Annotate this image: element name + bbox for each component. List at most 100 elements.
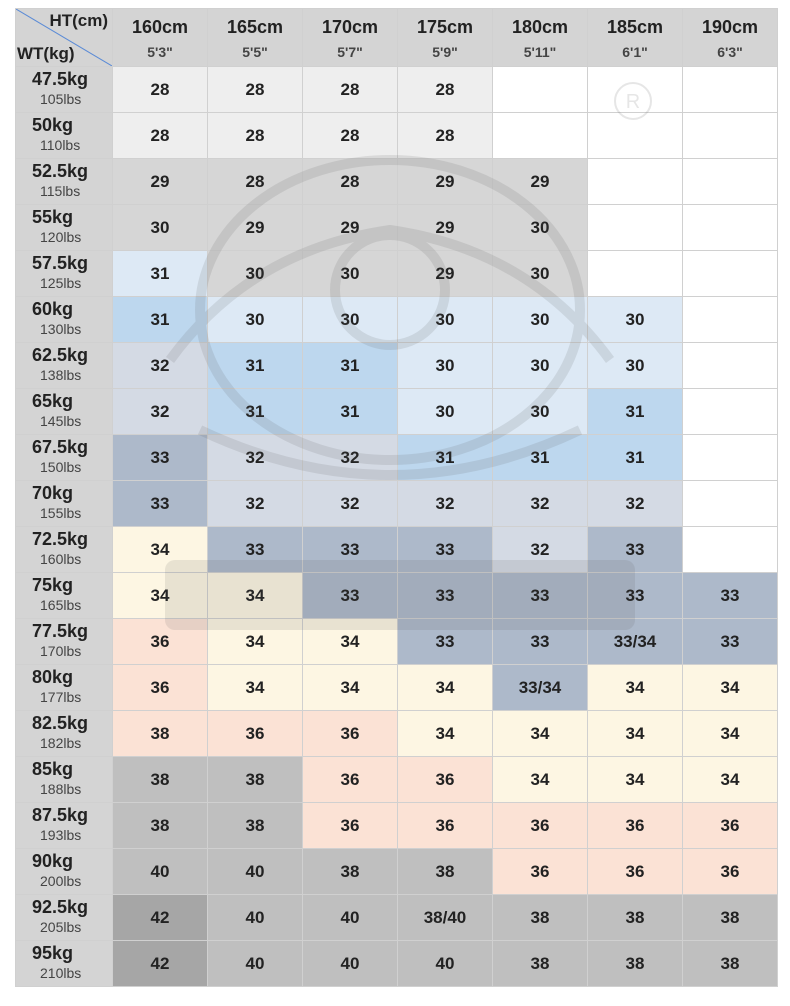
- weight-lbs-label: 138lbs: [40, 367, 82, 383]
- table-row: 57.5kg 125lbs 31 30 30 29 30: [15, 250, 778, 297]
- size-cell: 34: [682, 664, 778, 711]
- height-column-header: 190cm 6'3": [682, 8, 778, 67]
- weight-row-header: 52.5kg 115lbs: [15, 158, 113, 205]
- table-row: 67.5kg 150lbs 33 32 32 31 31 31: [15, 434, 778, 481]
- size-cell: 33/34: [587, 618, 683, 665]
- weight-kg-label: 90kg: [32, 851, 74, 871]
- weight-row-header: 62.5kg 138lbs: [15, 342, 113, 389]
- table-row: 85kg 188lbs 38 38 36 36 34 34 34: [15, 756, 778, 803]
- size-cell: 28: [207, 66, 303, 113]
- header-row: HT(cm) WT(kg) 160cm 5'3" 165cm 5'5" 170cm 5'7…: [15, 8, 778, 67]
- weight-lbs-label: 160lbs: [40, 551, 82, 567]
- size-cell: [682, 388, 778, 435]
- size-chart-body: 47.5kg 105lbs 28 28 28 28 50kg 110lbs 28 28 28 28 52…: [15, 66, 778, 987]
- weight-lbs-label: 193lbs: [40, 827, 82, 843]
- size-cell: 34: [112, 526, 208, 573]
- height-inch-label: 5'11": [523, 44, 557, 60]
- weight-row-header: 82.5kg 182lbs: [15, 710, 113, 757]
- weight-lbs-label: 120lbs: [40, 229, 82, 245]
- size-cell: 34: [587, 710, 683, 757]
- size-cell: [682, 204, 778, 251]
- table-row: 70kg 155lbs 33 32 32 32 32 32: [15, 480, 778, 527]
- height-inch-label: 5'9": [432, 44, 458, 60]
- size-cell: 40: [112, 848, 208, 895]
- size-cell: [587, 66, 683, 113]
- size-cell: [492, 112, 588, 159]
- height-cm-label: 175cm: [416, 17, 474, 37]
- size-cell: 40: [207, 848, 303, 895]
- size-cell: 38: [492, 894, 588, 941]
- table-row: 92.5kg 205lbs 42 40 40 38/40 38 38 38: [15, 894, 778, 941]
- weight-lbs-label: 150lbs: [40, 459, 82, 475]
- size-cell: 30: [587, 342, 683, 389]
- size-cell: [587, 158, 683, 205]
- size-cell: 28: [397, 66, 493, 113]
- size-cell: [682, 480, 778, 527]
- size-cell: 34: [207, 618, 303, 665]
- size-cell: 30: [397, 388, 493, 435]
- size-cell: 36: [302, 802, 398, 849]
- size-cell: 38: [397, 848, 493, 895]
- weight-row-header: 55kg 120lbs: [15, 204, 113, 251]
- size-cell: 34: [682, 756, 778, 803]
- size-cell: 34: [207, 664, 303, 711]
- size-cell: 38: [682, 894, 778, 941]
- size-cell: 31: [112, 296, 208, 343]
- table-row: 72.5kg 160lbs 34 33 33 33 32 33: [15, 526, 778, 573]
- weight-kg-label: 92.5kg: [32, 897, 89, 917]
- size-cell: [682, 112, 778, 159]
- size-cell: 30: [207, 296, 303, 343]
- size-cell: 32: [112, 388, 208, 435]
- size-cell: 36: [587, 848, 683, 895]
- size-cell: 33: [207, 526, 303, 573]
- size-cell: 42: [112, 894, 208, 941]
- height-column-header: 160cm 5'3": [112, 8, 208, 67]
- size-cell: 34: [207, 572, 303, 619]
- height-inch-label: 5'5": [242, 44, 268, 60]
- size-cell: 36: [207, 710, 303, 757]
- size-cell: 32: [207, 434, 303, 481]
- table-row: 65kg 145lbs 32 31 31 30 30 31: [15, 388, 778, 435]
- weight-row-header: 85kg 188lbs: [15, 756, 113, 803]
- size-cell: 31: [112, 250, 208, 297]
- size-cell: [682, 296, 778, 343]
- table-row: 75kg 165lbs 34 34 33 33 33 33 33: [15, 572, 778, 619]
- size-cell: 38: [112, 802, 208, 849]
- size-cell: 38: [682, 940, 778, 987]
- height-cm-label: 190cm: [701, 17, 759, 37]
- weight-lbs-label: 177lbs: [40, 689, 82, 705]
- size-cell: 33: [492, 572, 588, 619]
- size-cell: 31: [397, 434, 493, 481]
- table-row: 55kg 120lbs 30 29 29 29 30: [15, 204, 778, 251]
- size-cell: 34: [397, 664, 493, 711]
- weight-kg-label: 60kg: [32, 299, 74, 319]
- size-cell: 28: [207, 112, 303, 159]
- height-inch-label: 6'3": [717, 44, 743, 60]
- table-row: 77.5kg 170lbs 36 34 34 33 33 33/34 33: [15, 618, 778, 665]
- size-cell: 36: [302, 756, 398, 803]
- size-cell: [682, 526, 778, 573]
- weight-row-header: 50kg 110lbs: [15, 112, 113, 159]
- weight-kg-label: 72.5kg: [32, 529, 89, 549]
- size-cell: 32: [492, 526, 588, 573]
- table-row: 50kg 110lbs 28 28 28 28: [15, 112, 778, 159]
- size-cell: 34: [112, 572, 208, 619]
- table-row: 47.5kg 105lbs 28 28 28 28: [15, 66, 778, 113]
- weight-row-header: 47.5kg 105lbs: [15, 66, 113, 113]
- weight-kg-label: 55kg: [32, 207, 74, 227]
- height-column-header: 170cm 5'7": [302, 8, 398, 67]
- height-axis-label: HT(cm): [49, 11, 108, 30]
- size-cell: 38: [587, 894, 683, 941]
- weight-row-header: 67.5kg 150lbs: [15, 434, 113, 481]
- size-cell: 33: [302, 526, 398, 573]
- size-cell: 31: [302, 388, 398, 435]
- size-cell: 32: [492, 480, 588, 527]
- size-cell: 29: [397, 158, 493, 205]
- height-column-header: 165cm 5'5": [207, 8, 303, 67]
- size-cell: 36: [682, 848, 778, 895]
- weight-lbs-label: 210lbs: [40, 965, 82, 981]
- size-cell: 40: [207, 894, 303, 941]
- size-cell: 30: [302, 296, 398, 343]
- size-cell: 33: [112, 480, 208, 527]
- weight-kg-label: 47.5kg: [32, 69, 89, 89]
